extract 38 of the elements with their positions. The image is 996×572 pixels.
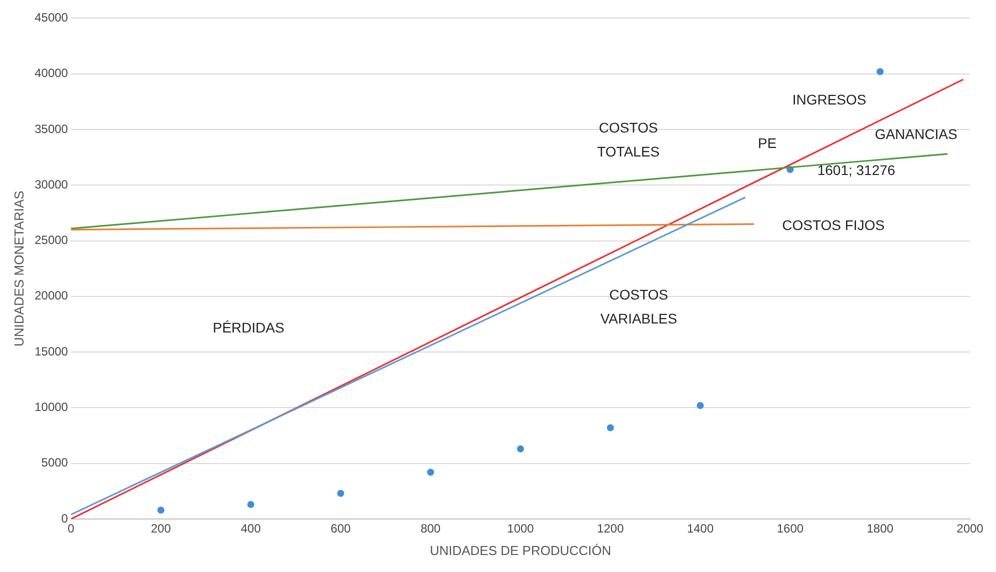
x-axis-title: UNIDADES DE PRODUCCIÓN bbox=[430, 542, 612, 558]
annotation: COSTOS FIJOS bbox=[782, 217, 885, 234]
point bbox=[247, 501, 254, 508]
annotation: 1601; 31276 bbox=[817, 162, 896, 178]
point bbox=[696, 402, 704, 409]
x-tick-label: 1400 bbox=[686, 522, 714, 536]
point bbox=[606, 424, 614, 432]
x-tick-label: 400 bbox=[240, 522, 262, 536]
point bbox=[876, 68, 884, 76]
y-tick-label: 30000 bbox=[34, 177, 68, 192]
annotation: COSTOS VARIABLES bbox=[600, 286, 678, 326]
x-tick-label: 1000 bbox=[507, 522, 534, 536]
x-tick-label: 200 bbox=[150, 522, 172, 536]
point bbox=[516, 445, 524, 452]
y-tick-label: 5000 bbox=[41, 456, 68, 470]
y-tick-label: 0 bbox=[61, 511, 68, 526]
point bbox=[157, 506, 164, 514]
x-tick-label: 600 bbox=[330, 522, 352, 536]
y-tick-label: 15000 bbox=[34, 344, 68, 358]
y-tick-label: 45000 bbox=[34, 10, 68, 25]
annotation: GANANCIAS bbox=[874, 126, 958, 142]
y-tick-label: 10000 bbox=[34, 400, 68, 414]
y-tick-label: 40000 bbox=[34, 66, 68, 80]
y-tick-label: 25000 bbox=[34, 233, 68, 248]
x-tick-label: 1600 bbox=[776, 522, 804, 536]
x-tick-label: 1200 bbox=[597, 522, 624, 536]
annotation: PÉRDIDAS bbox=[212, 320, 284, 336]
annotation: INGRESOS bbox=[792, 91, 866, 108]
x-tick-label: 800 bbox=[420, 522, 441, 536]
y-tick-label: 20000 bbox=[34, 288, 68, 303]
y-tick-label: 35000 bbox=[34, 122, 68, 136]
x-tick-label: 2000 bbox=[956, 522, 984, 536]
annotation: COSTOS TOTALES bbox=[597, 119, 660, 160]
point bbox=[427, 468, 434, 476]
x-tick-label: 1800 bbox=[866, 522, 894, 536]
annotation: PE bbox=[758, 134, 777, 151]
point bbox=[337, 490, 344, 497]
y-axis-title: UNIDADES MONETARIAS bbox=[11, 190, 26, 346]
